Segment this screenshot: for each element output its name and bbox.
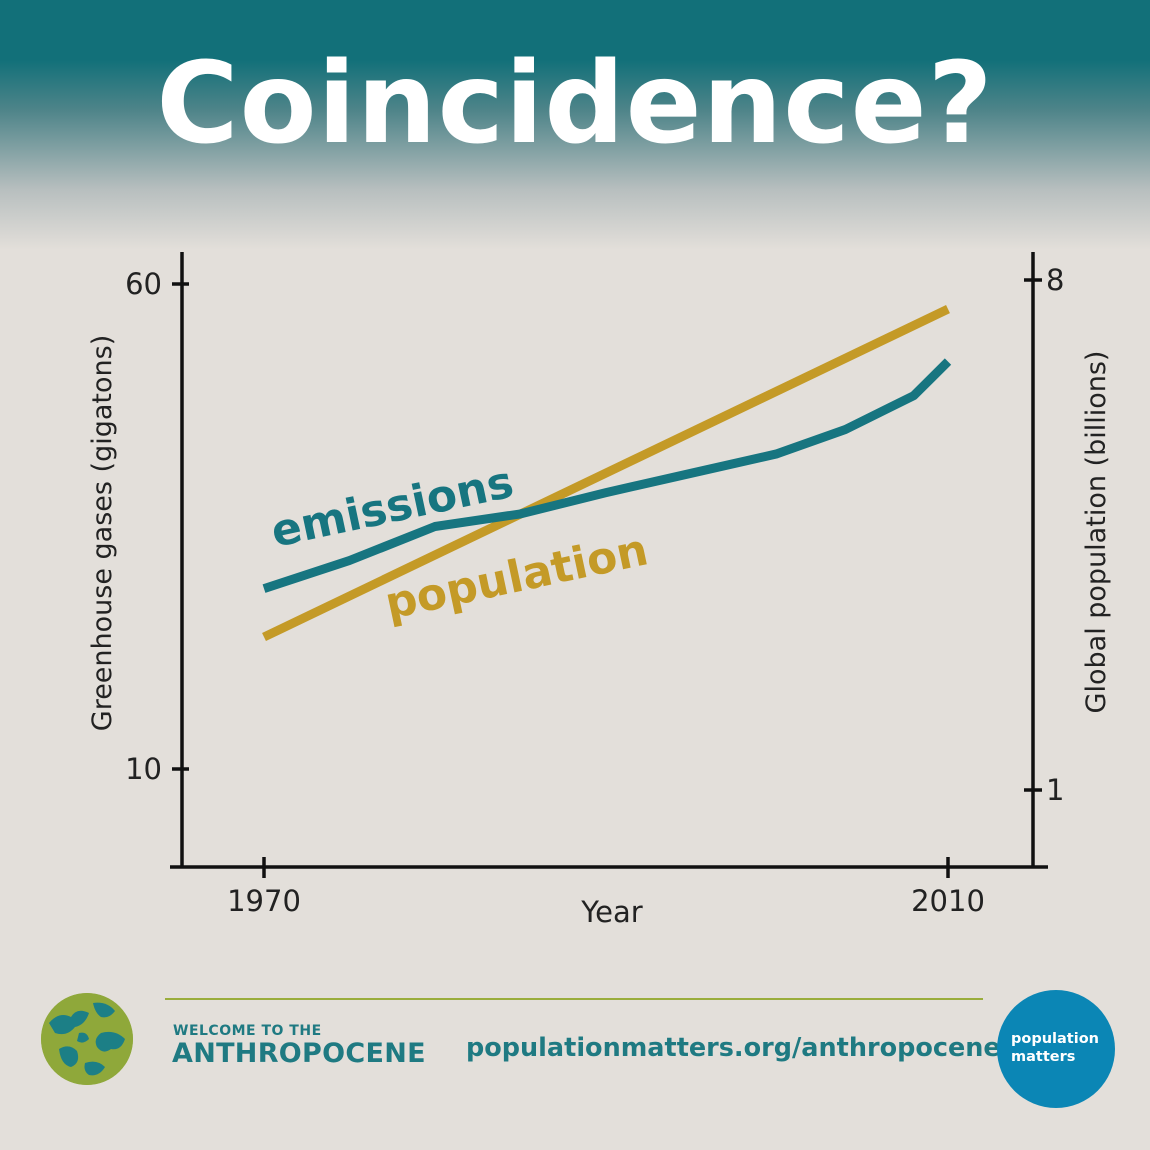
header-banner: Coincidence? (0, 0, 1150, 250)
y-left-tick-label-10: 10 (125, 752, 162, 786)
anthropocene-globe-icon (41, 993, 133, 1085)
series-line-emissions (262, 358, 952, 593)
series-label-population: population (381, 524, 653, 629)
population-matters-logo: population matters (997, 990, 1115, 1108)
page-title: Coincidence? (156, 39, 994, 169)
chart-ticks: 1970 2010 10 60 1 8 (125, 263, 1064, 918)
y-right-tick-label-1: 1 (1046, 773, 1064, 807)
population-matters-logo-text: population matters (1011, 1030, 1111, 1066)
x-tick-label-1970: 1970 (227, 884, 301, 918)
welcome-text: WELCOME TO THE (173, 1023, 322, 1039)
y-left-tick-label-60: 60 (125, 267, 162, 301)
footer-divider (165, 998, 983, 1000)
y-axis-right-label: Global population (billions) (1081, 351, 1112, 714)
chart-labels: Year Greenhouse gases (gigatons) Global … (87, 335, 1112, 929)
chart-axes (170, 252, 1048, 869)
y-axis-left-label: Greenhouse gases (gigatons) (87, 335, 118, 731)
y-right-tick-label-8: 8 (1046, 263, 1064, 297)
chart-series (262, 305, 952, 642)
logo-line-2: matters (1011, 1049, 1076, 1065)
logo-line-1: population (1011, 1031, 1099, 1047)
x-tick-label-2010: 2010 (911, 884, 985, 918)
series-line-population (262, 305, 950, 642)
website-link[interactable]: populationmatters.org/anthropocene (466, 1033, 1001, 1063)
x-axis-label: Year (580, 895, 642, 929)
anthropocene-text: ANTHROPOCENE (172, 1038, 426, 1069)
